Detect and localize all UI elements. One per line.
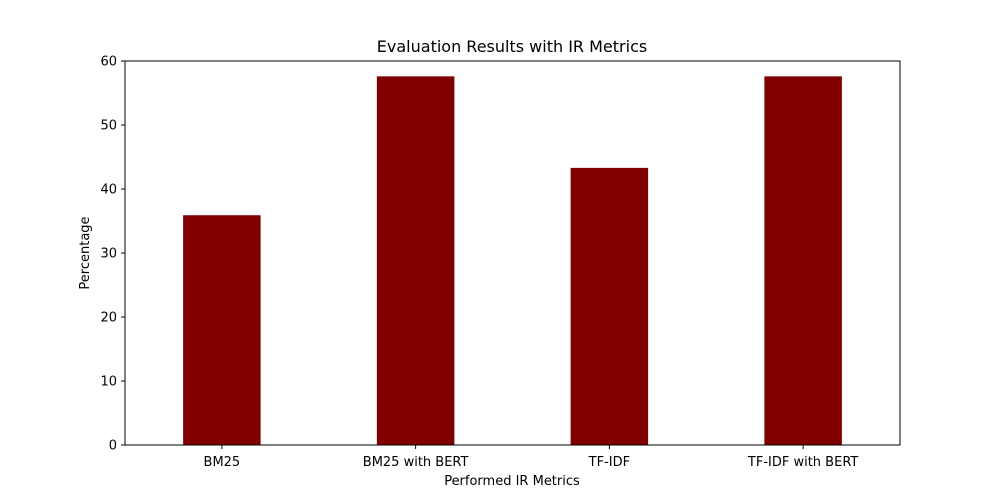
y-tick-label: 30 xyxy=(100,247,117,262)
y-tick-label: 60 xyxy=(100,55,117,70)
bar-tf-idf xyxy=(570,167,649,445)
x-tick-label: TF-IDF xyxy=(588,455,630,470)
bar-bm25-with-bert xyxy=(376,76,455,446)
x-tick-label: TF-IDF with BERT xyxy=(747,455,858,470)
plot-frame xyxy=(124,60,901,446)
bar-tf-idf-with-bert xyxy=(764,76,842,446)
bar-bm25 xyxy=(183,215,261,445)
x-tick-label: BM25 xyxy=(204,455,241,470)
x-axis-label: Performed IR Metrics xyxy=(444,474,580,489)
y-tick-label: 50 xyxy=(100,119,117,134)
y-tick-label: 40 xyxy=(100,183,117,198)
y-tick-label: 10 xyxy=(100,375,117,390)
y-tick-label: 20 xyxy=(100,311,117,326)
chart-title: Evaluation Results with IR Metrics xyxy=(377,37,647,56)
x-tick-label: BM25 with BERT xyxy=(363,455,469,470)
y-axis-label: Percentage xyxy=(78,216,93,289)
y-tick-label: 0 xyxy=(109,439,117,454)
plot-area: BM25 BM25 with BERT TF-IDF TF-IDF with BERT… xyxy=(100,55,858,471)
